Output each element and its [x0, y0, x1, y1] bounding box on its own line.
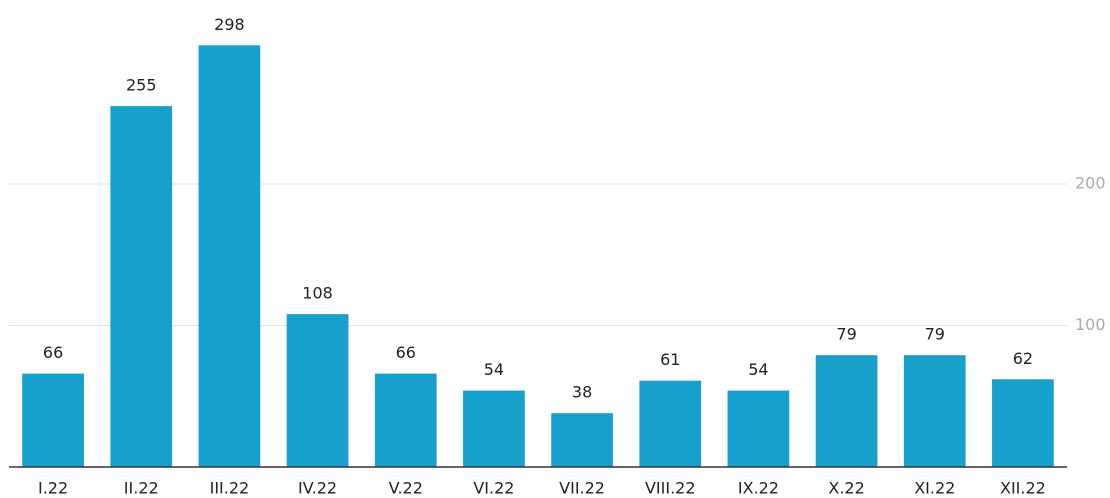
y-tick-label: 100 — [1075, 315, 1106, 334]
bar — [463, 390, 525, 467]
x-tick-label: IV.22 — [298, 479, 337, 498]
value-label: 298 — [214, 15, 245, 34]
value-label: 61 — [660, 350, 680, 369]
bar — [815, 355, 878, 467]
x-tick-label: X.22 — [828, 479, 864, 498]
bar — [639, 380, 702, 467]
x-tick-label: VII.22 — [559, 479, 605, 498]
bar — [727, 390, 790, 467]
value-label: 62 — [1013, 349, 1033, 368]
bar — [374, 373, 437, 467]
value-label: 66 — [43, 343, 63, 362]
bar — [22, 373, 84, 467]
bar — [903, 355, 966, 467]
value-label: 66 — [396, 343, 416, 362]
x-tick-label: VIII.22 — [645, 479, 696, 498]
x-tick-label: II.22 — [124, 479, 159, 498]
x-tick-label: IX.22 — [738, 479, 779, 498]
bar — [198, 45, 261, 467]
bar — [110, 106, 173, 468]
value-label: 108 — [302, 284, 333, 303]
value-label: 79 — [925, 325, 945, 344]
x-tick-label: VI.22 — [473, 479, 514, 498]
y-tick-label: 200 — [1075, 173, 1106, 192]
value-label: 54 — [484, 360, 504, 379]
value-label: 79 — [836, 325, 856, 344]
value-label: 255 — [126, 76, 157, 95]
x-tick-label: XI.22 — [914, 479, 955, 498]
bar — [286, 314, 349, 467]
x-tick-label: III.22 — [210, 479, 250, 498]
bar — [992, 379, 1054, 467]
x-tick-label: I.22 — [38, 479, 68, 498]
x-tick-label: XII.22 — [1000, 479, 1046, 498]
x-tick-label: V.22 — [389, 479, 423, 498]
value-label: 38 — [572, 383, 592, 402]
value-label: 54 — [748, 360, 768, 379]
bar — [551, 413, 613, 467]
